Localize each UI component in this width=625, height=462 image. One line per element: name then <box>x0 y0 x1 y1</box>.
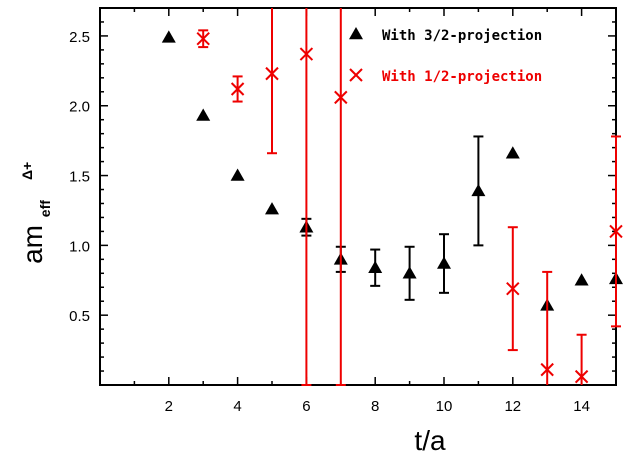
x-tick-label: 10 <box>436 398 453 415</box>
series-1 <box>161 30 623 311</box>
data-point-x <box>609 224 623 239</box>
legend-triangle-marker <box>349 27 363 40</box>
legend-label: With 1/2-projection <box>382 69 542 85</box>
data-point-triangle <box>574 273 589 286</box>
data-point-triangle <box>505 146 520 159</box>
data-point-triangle <box>402 266 417 279</box>
data-point-x <box>299 47 314 61</box>
data-point-triangle <box>437 256 451 269</box>
y-tick-label: 0.5 <box>69 308 90 325</box>
x-marker-stroke <box>609 224 623 239</box>
y-axis-label-sub: eff <box>37 200 53 217</box>
series-2 <box>196 8 623 386</box>
data-point-triangle <box>161 30 176 43</box>
legend-label: With 3/2-projection <box>382 28 542 44</box>
x-marker-stroke <box>334 90 348 105</box>
x-marker-stroke <box>349 68 363 82</box>
x-tick-label: 14 <box>573 398 590 415</box>
data-point-x <box>334 90 348 105</box>
y-tick-label: 1.0 <box>69 238 90 255</box>
y-tick-label: 1.5 <box>69 169 90 186</box>
x-axis-label: t/a <box>414 425 446 456</box>
data-point-x <box>230 82 245 96</box>
y-axis-label-sup: Δ+ <box>19 162 35 180</box>
x-tick-label: 12 <box>504 398 521 415</box>
data-point-triangle <box>230 168 245 181</box>
y-tick-label: 2.0 <box>69 99 90 116</box>
y-axis-label-main: am <box>17 225 48 264</box>
x-marker-stroke <box>574 369 589 384</box>
x-tick-label: 8 <box>371 398 379 415</box>
data-point-x <box>540 362 554 377</box>
svg-text:am eff: am eff <box>17 200 53 264</box>
data-point-x <box>506 281 520 296</box>
x-marker-stroke <box>506 281 520 296</box>
legend-x-marker <box>349 68 363 82</box>
x-marker-stroke <box>299 47 314 61</box>
x-tick-label: 6 <box>302 398 310 415</box>
data-point-triangle <box>265 202 279 215</box>
x-marker-stroke <box>196 32 210 46</box>
y-tick-label: 2.5 <box>69 29 90 46</box>
legend-entry-1: With 3/2-projection <box>349 27 542 44</box>
data-point-x <box>574 369 589 384</box>
x-tick-label: 4 <box>233 398 241 415</box>
x-marker-stroke <box>540 362 554 377</box>
data-point-x <box>265 66 279 81</box>
y-axis-label: am eff Δ+ <box>17 162 53 264</box>
legend-entry-2: With 1/2-projection <box>349 68 542 85</box>
x-tick-label: 2 <box>165 398 173 415</box>
x-marker-stroke <box>265 66 279 81</box>
data-point-x <box>196 32 210 46</box>
plot-area-frame <box>99 7 617 386</box>
data-point-triangle <box>368 260 383 273</box>
x-marker-stroke <box>230 82 245 96</box>
data-point-triangle <box>196 108 211 121</box>
data-point-triangle <box>471 183 486 197</box>
